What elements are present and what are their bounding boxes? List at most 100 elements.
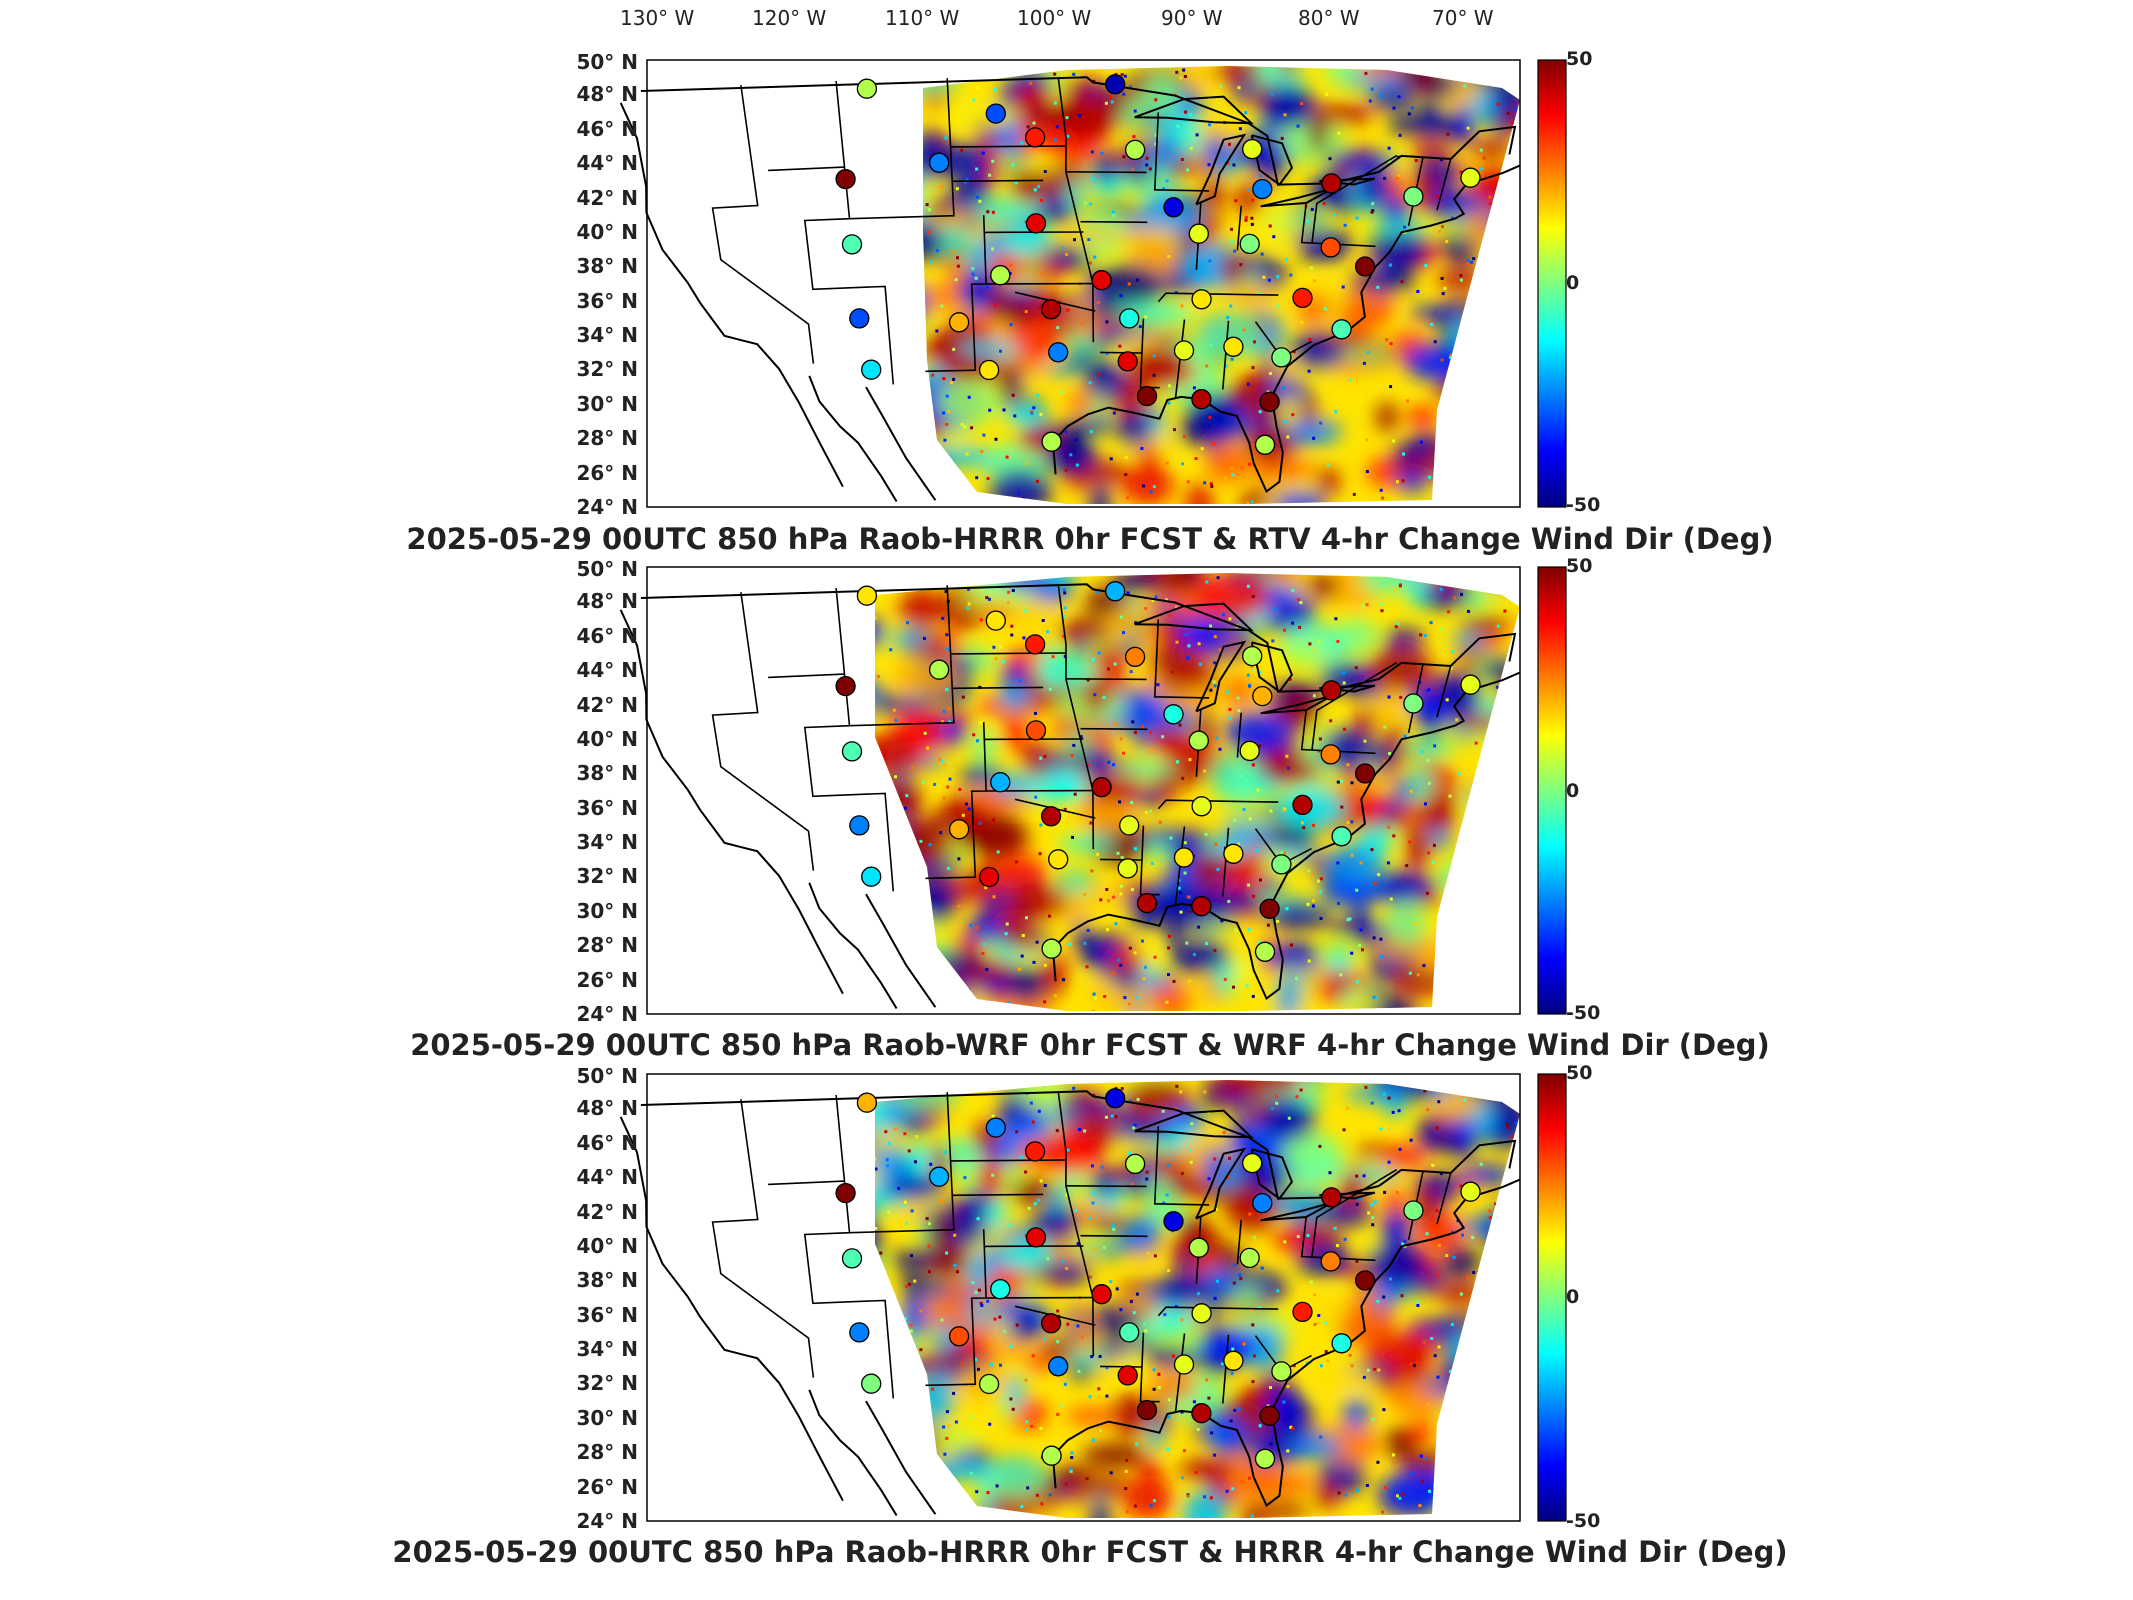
lat-label: 30° N (576, 898, 638, 923)
state-border (803, 588, 895, 892)
station-marker (1191, 796, 1212, 817)
station-marker (1041, 938, 1062, 959)
lat-label: 50° N (576, 557, 638, 581)
state-border (1236, 205, 1242, 251)
station-marker (1254, 1448, 1276, 1469)
great-lake-outline (1250, 134, 1294, 186)
state-border (1080, 727, 1148, 731)
lat-label: 38° N (576, 761, 638, 786)
lat-label: 42° N (576, 1199, 638, 1224)
station-marker (835, 675, 856, 697)
lat-label: 48° N (576, 82, 638, 107)
station-marker (1105, 74, 1126, 95)
state-border (1300, 202, 1376, 248)
station-marker (1188, 223, 1209, 244)
station-marker (1024, 127, 1046, 148)
state-border (711, 85, 815, 364)
map-outlines-2 (619, 583, 1520, 1010)
lat-label: 40° N (576, 1233, 638, 1258)
state-border (1222, 320, 1230, 390)
state-border (1100, 1365, 1142, 1368)
station-marker (1223, 843, 1244, 864)
lat-label: 36° N (576, 288, 638, 313)
station-marker (1252, 178, 1273, 200)
station-marker (1292, 1301, 1313, 1323)
station-marker (1117, 858, 1138, 879)
station-marker (1321, 680, 1342, 701)
coastline (619, 1116, 844, 1502)
lon-label-130w: 130° W (620, 6, 695, 30)
station-marker (1354, 256, 1376, 277)
lat-label: 36° N (576, 795, 638, 820)
coastline (1051, 1178, 1520, 1508)
state-border (1157, 799, 1279, 810)
state-border (1436, 1172, 1452, 1225)
station-marker (1191, 1403, 1212, 1424)
coastline (619, 102, 844, 488)
great-lake-outline (1195, 1147, 1247, 1220)
panel-2-title: 2025-05-29 00UTC 850 hPa Raob-WRF 0hr FC… (410, 1028, 1770, 1062)
station-marker (1331, 1333, 1352, 1354)
station-marker (1403, 693, 1424, 714)
great-lake-outline (1134, 95, 1254, 125)
station-marker (948, 819, 970, 840)
state-border (1057, 584, 1095, 850)
state-border (952, 179, 1044, 183)
station-marker (928, 659, 950, 680)
great-lake-outline (1319, 177, 1376, 186)
station-marker (978, 1373, 1000, 1395)
colorbar-1-min-label: -50 (1566, 494, 1601, 516)
station-marker (1163, 197, 1184, 218)
station-marker (1242, 138, 1263, 160)
lat-label: 44° N (576, 151, 638, 176)
lat-label: 24° N (576, 1002, 638, 1026)
station-marker (1041, 431, 1062, 452)
station-marker (1188, 1237, 1209, 1258)
station-marker (1091, 777, 1112, 798)
station-marker (1124, 1153, 1146, 1175)
station-marker (1354, 1270, 1376, 1291)
station-marker (1119, 1322, 1140, 1343)
state-border (1100, 351, 1142, 354)
coastline (1051, 671, 1520, 1001)
map-frame-1 (646, 59, 1521, 508)
lat-label: 26° N (576, 1474, 638, 1499)
station-marker (841, 1248, 863, 1269)
lat-label: 32° N (576, 864, 638, 889)
station-marker (1254, 941, 1276, 962)
station-marker (1025, 213, 1047, 234)
state-border (1300, 709, 1376, 755)
state-borders (711, 77, 1452, 399)
state-border (803, 1095, 895, 1399)
lat-label: 24° N (576, 1509, 638, 1533)
state-border (952, 686, 1044, 690)
station-marker (1403, 1200, 1424, 1221)
station-marker (1040, 806, 1062, 827)
lat-label: 44° N (576, 658, 638, 683)
station-marker (985, 1117, 1006, 1138)
coastline (865, 1400, 937, 1515)
station-marker (1331, 826, 1352, 847)
colorbar-2-mid-label: 0 (1566, 780, 1580, 802)
station-marker (978, 866, 1000, 888)
station-marker (1331, 319, 1352, 340)
station-marker (1271, 1361, 1292, 1382)
lat-label: 48° N (576, 1096, 638, 1121)
lat-label: 44° N (576, 1165, 638, 1190)
station-marker (990, 772, 1011, 793)
station-marker (849, 308, 870, 329)
colorbar-3-mid-label: 0 (1566, 1286, 1580, 1308)
state-border (1153, 1126, 1210, 1206)
station-marker (1239, 740, 1260, 762)
station-marker (1191, 1303, 1212, 1324)
station-marker (1354, 763, 1376, 784)
lat-label: 42° N (576, 185, 638, 210)
station-marker (1460, 167, 1481, 188)
station-marker (1242, 645, 1263, 667)
station-marker (1321, 173, 1342, 194)
coastline (808, 1389, 898, 1517)
state-border (1436, 665, 1452, 718)
station-marker (856, 1092, 878, 1113)
station-marker (841, 741, 863, 762)
station-marker (1403, 186, 1424, 207)
